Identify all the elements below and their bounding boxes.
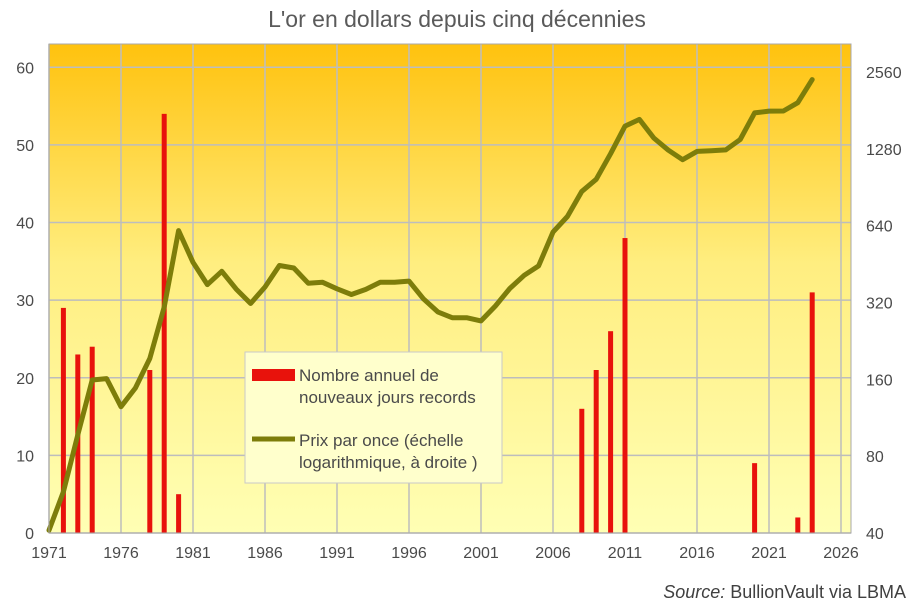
y-left-tick-label: 30 (16, 293, 34, 310)
x-tick-label: 2011 (608, 545, 643, 562)
y-right-axis-ticks: 40 80 160 320 640 1280 2560 (866, 65, 902, 543)
x-tick-label: 1971 (31, 545, 67, 562)
x-tick-label: 2001 (463, 545, 499, 562)
bar-records (161, 113, 167, 533)
y-left-tick-label: 40 (16, 216, 34, 233)
x-tick-label: 1996 (391, 545, 427, 562)
y-left-tick-label: 0 (25, 526, 34, 543)
x-tick-label: 1976 (103, 545, 139, 562)
bar-records (622, 238, 628, 534)
source-note: Source: BullionVault via LBMA (663, 582, 906, 602)
bar-records (579, 408, 585, 533)
x-tick-label: 1991 (319, 545, 355, 562)
bar-records (795, 517, 801, 533)
chart-title: L'or en dollars depuis cinq décennies (268, 6, 646, 32)
bar-records (608, 331, 614, 533)
legend-label-records: Nombre annuel de nouveaux jours records (299, 366, 476, 407)
bar-records (147, 370, 153, 533)
price-line (46, 77, 815, 533)
y-right-tick-label: 80 (866, 449, 884, 466)
y-left-tick-label: 60 (16, 60, 34, 77)
source-text: BullionVault via LBMA (725, 582, 906, 602)
plot-border (48, 43, 852, 534)
x-axis-ticks: 1971 1976 1981 1986 1991 1996 2001 2006 2011 2016… (31, 545, 859, 562)
bar-records (809, 292, 815, 533)
y-left-axis-ticks: 0 10 20 30 40 50 60 (16, 60, 34, 543)
bar-records (593, 370, 599, 533)
x-tick-label: 2026 (823, 545, 859, 562)
y-right-tick-label: 40 (866, 526, 884, 543)
y-left-tick-label: 10 (16, 448, 34, 465)
x-tick-label: 2016 (679, 545, 715, 562)
bar-records (89, 346, 95, 533)
x-tick-label: 2006 (535, 545, 571, 562)
y-right-tick-label: 320 (866, 296, 893, 313)
bar-records (752, 463, 758, 533)
x-tick-label: 1981 (175, 545, 211, 562)
x-tick-label: 1986 (247, 545, 283, 562)
legend-bar-swatch (252, 369, 295, 381)
y-right-tick-label: 160 (866, 372, 893, 389)
bar-records (60, 307, 66, 533)
source-label: Source: (663, 582, 725, 602)
bar-records (176, 494, 182, 533)
y-left-tick-label: 20 (16, 371, 34, 388)
legend-label-price: Prix par once (échelle logarithmique, à … (299, 431, 478, 472)
bar-series (60, 113, 815, 534)
y-right-tick-label: 1280 (866, 142, 902, 159)
y-right-tick-label: 2560 (866, 65, 902, 82)
x-tick-label: 2021 (751, 545, 787, 562)
legend: Nombre annuel de nouveaux jours records … (244, 351, 503, 484)
line-series (46, 77, 815, 533)
y-right-tick-label: 640 (866, 219, 893, 236)
y-left-tick-label: 50 (16, 138, 34, 155)
